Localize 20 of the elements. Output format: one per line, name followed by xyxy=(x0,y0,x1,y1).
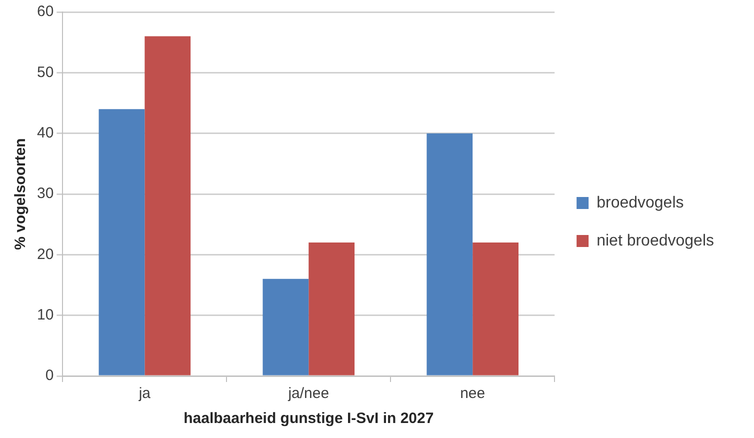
y-tick-label: 20 xyxy=(36,246,54,263)
legend-label: broedvogels xyxy=(596,194,684,212)
y-tick-label: 0 xyxy=(45,367,54,384)
bar xyxy=(98,109,145,376)
y-tick-label: 10 xyxy=(36,306,54,324)
legend-label: niet broedvogels xyxy=(596,232,714,250)
y-axis-title: % vogelsoorten xyxy=(12,138,30,250)
y-tick-label: 40 xyxy=(36,124,54,142)
x-tick-label: ja/nee xyxy=(287,385,330,402)
bar xyxy=(308,242,355,376)
y-tick-label: 50 xyxy=(36,64,54,81)
y-tick-label: 60 xyxy=(36,3,54,20)
bar xyxy=(262,278,309,376)
bar xyxy=(144,36,191,376)
bar xyxy=(426,133,473,376)
bar xyxy=(472,242,519,376)
x-axis-title: haalbaarheid gunstige I-SvI in 2027 xyxy=(184,410,434,428)
y-tick-label: 30 xyxy=(36,185,54,202)
x-tick-label: ja xyxy=(138,385,152,402)
x-tick-label: nee xyxy=(460,385,486,402)
